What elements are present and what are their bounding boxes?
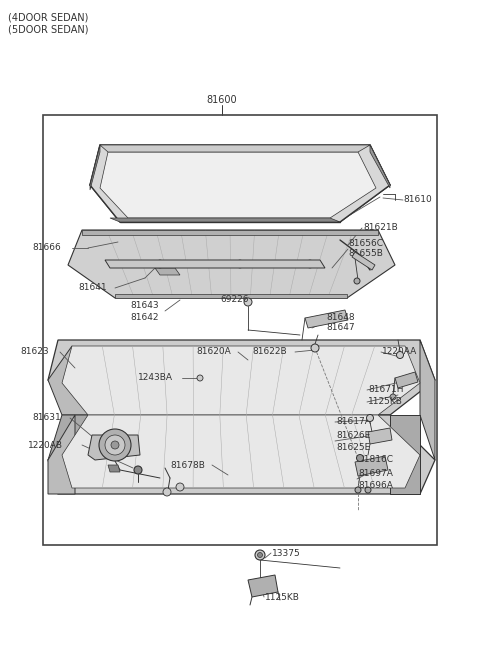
Polygon shape: [155, 268, 180, 275]
Polygon shape: [395, 372, 418, 388]
Text: 81671H: 81671H: [368, 385, 404, 395]
Circle shape: [163, 488, 171, 496]
Polygon shape: [370, 145, 390, 188]
Polygon shape: [105, 260, 325, 268]
Polygon shape: [90, 145, 100, 190]
Circle shape: [311, 344, 319, 352]
Text: 81622B: 81622B: [252, 348, 287, 357]
Text: (5DOOR SEDAN): (5DOOR SEDAN): [8, 25, 88, 35]
Text: 81610: 81610: [403, 195, 432, 204]
Circle shape: [197, 375, 203, 381]
Circle shape: [111, 441, 119, 449]
Text: 81620A: 81620A: [196, 348, 231, 357]
Circle shape: [255, 550, 265, 560]
Polygon shape: [248, 575, 278, 597]
Circle shape: [134, 466, 142, 474]
Text: 69226: 69226: [220, 296, 249, 305]
Circle shape: [354, 278, 360, 284]
Bar: [43, 115, 437, 545]
Text: 1125KB: 1125KB: [368, 398, 403, 406]
Polygon shape: [100, 145, 370, 152]
Circle shape: [105, 435, 125, 455]
Text: 81621B: 81621B: [363, 223, 398, 232]
Polygon shape: [420, 340, 435, 460]
Polygon shape: [68, 230, 395, 298]
Text: 1220AA: 1220AA: [382, 348, 417, 357]
Polygon shape: [90, 145, 390, 222]
Text: 81696A: 81696A: [358, 480, 393, 490]
Text: 81643: 81643: [130, 301, 158, 311]
Polygon shape: [110, 218, 340, 222]
Polygon shape: [48, 415, 435, 494]
Text: 81613: 81613: [320, 199, 349, 208]
Polygon shape: [305, 310, 348, 328]
Text: 1243BA: 1243BA: [138, 374, 173, 383]
Polygon shape: [48, 415, 88, 460]
Text: 81631: 81631: [32, 413, 61, 422]
Text: 81625E: 81625E: [336, 443, 370, 452]
Circle shape: [176, 483, 184, 491]
Polygon shape: [390, 415, 420, 494]
Text: 81697A: 81697A: [358, 469, 393, 477]
Circle shape: [367, 415, 373, 421]
Circle shape: [99, 429, 131, 461]
Polygon shape: [88, 435, 140, 460]
Polygon shape: [355, 456, 388, 476]
Text: 1220AB: 1220AB: [28, 441, 63, 449]
Circle shape: [156, 260, 164, 268]
Polygon shape: [115, 294, 347, 298]
Polygon shape: [368, 428, 392, 444]
Circle shape: [355, 487, 361, 493]
Text: 81641: 81641: [78, 283, 107, 292]
Circle shape: [365, 487, 371, 493]
Text: 81647: 81647: [326, 324, 355, 333]
Text: 1125KB: 1125KB: [265, 592, 300, 602]
Text: (4DOOR SEDAN): (4DOOR SEDAN): [8, 13, 88, 23]
Polygon shape: [100, 152, 376, 218]
Polygon shape: [48, 340, 435, 415]
Circle shape: [390, 394, 396, 400]
Text: 81816C: 81816C: [358, 456, 393, 465]
Text: 81600: 81600: [207, 95, 237, 105]
Polygon shape: [62, 415, 420, 488]
Text: 13375: 13375: [272, 549, 301, 557]
Circle shape: [396, 352, 404, 359]
Text: 81626E: 81626E: [336, 430, 370, 439]
Polygon shape: [48, 415, 75, 494]
Text: 81666: 81666: [32, 243, 61, 253]
Polygon shape: [108, 465, 120, 472]
Text: 81642: 81642: [130, 312, 158, 322]
Text: 81623: 81623: [20, 348, 48, 357]
Polygon shape: [352, 252, 375, 270]
Polygon shape: [62, 346, 420, 415]
Text: 81656C: 81656C: [348, 238, 383, 247]
Text: 81617A: 81617A: [336, 417, 371, 426]
Text: 81648: 81648: [326, 312, 355, 322]
Circle shape: [306, 260, 314, 268]
Circle shape: [257, 553, 263, 557]
Polygon shape: [48, 346, 88, 415]
Circle shape: [236, 260, 244, 268]
Polygon shape: [82, 230, 378, 235]
Circle shape: [357, 454, 363, 462]
Text: 81655B: 81655B: [348, 249, 383, 258]
Text: 81678B: 81678B: [170, 460, 205, 469]
Circle shape: [244, 298, 252, 306]
